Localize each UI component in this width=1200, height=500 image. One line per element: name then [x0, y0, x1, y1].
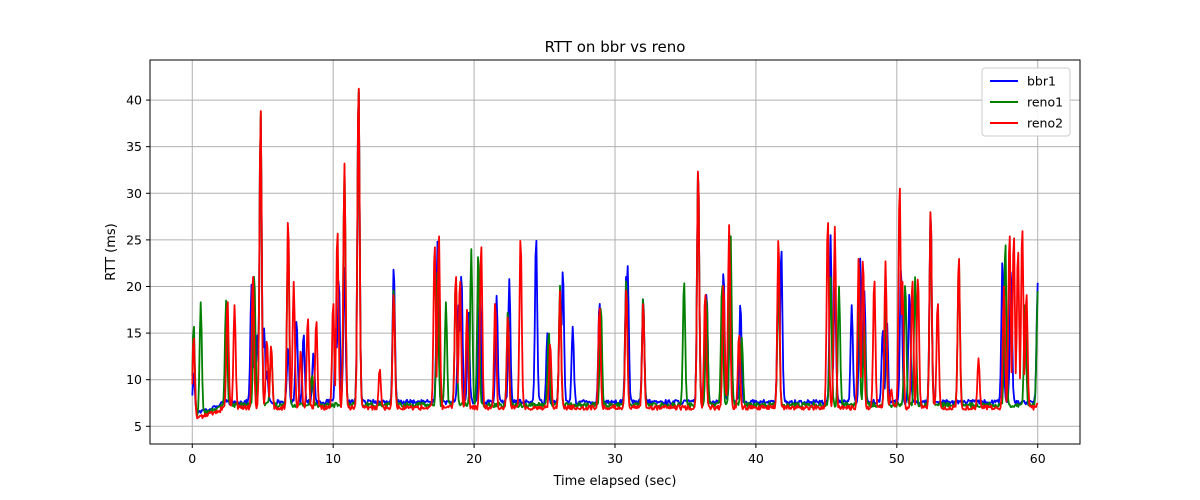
legend-label-reno1: reno1 [1027, 95, 1063, 110]
chart-title: RTT on bbr vs reno [545, 38, 686, 56]
x-axis-label: Time elapsed (sec) [553, 474, 677, 489]
y-tick-label: 5 [134, 419, 142, 434]
x-axis-ticks: 0 10 20 30 40 50 60 [188, 444, 1046, 466]
y-tick-label: 40 [126, 93, 142, 108]
y-tick-label: 20 [126, 279, 142, 294]
y-tick-label: 35 [126, 139, 142, 154]
y-tick-label: 10 [126, 372, 142, 387]
legend-label-bbr1: bbr1 [1027, 74, 1056, 89]
x-tick-label: 10 [325, 451, 341, 466]
grid-lines [150, 60, 1080, 444]
x-tick-label: 0 [188, 451, 196, 466]
x-tick-label: 40 [748, 451, 764, 466]
x-tick-label: 20 [466, 451, 482, 466]
x-tick-label: 50 [889, 451, 905, 466]
y-tick-label: 30 [126, 186, 142, 201]
y-tick-label: 15 [126, 326, 142, 341]
y-axis-label: RTT (ms) [104, 223, 119, 280]
x-tick-label: 60 [1030, 451, 1046, 466]
series-lines [191, 87, 1039, 420]
y-tick-label: 25 [126, 232, 142, 247]
x-tick-label: 30 [607, 451, 623, 466]
legend-box [981, 67, 1071, 137]
legend: bbr1 reno1 reno2 [981, 67, 1071, 137]
legend-label-reno2: reno2 [1027, 116, 1063, 131]
series-line-reno2 [191, 87, 1039, 420]
y-axis-ticks: 5 10 15 20 25 30 35 40 [126, 93, 150, 434]
